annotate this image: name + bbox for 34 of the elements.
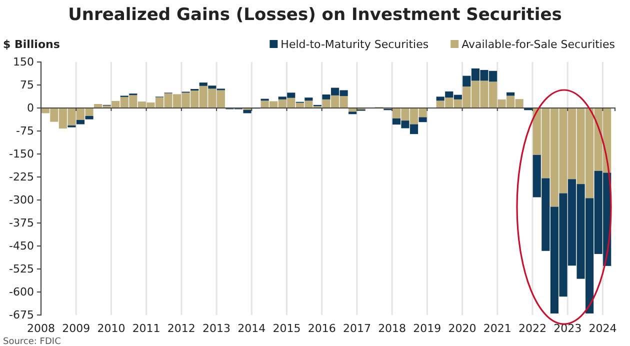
x-tick-label: 2013 bbox=[202, 322, 231, 335]
x-tick-label: 2023 bbox=[554, 322, 582, 335]
x-tick-label: 2024 bbox=[588, 322, 617, 335]
y-tick-label: -675 bbox=[9, 308, 34, 322]
x-tick-label: 2009 bbox=[62, 322, 90, 335]
y-tick-label: 75 bbox=[20, 78, 34, 92]
y-tick-label: -525 bbox=[9, 262, 34, 276]
y-tick-label: -375 bbox=[9, 216, 34, 230]
y-tick-label: 150 bbox=[13, 56, 34, 69]
x-tick-label: 2020 bbox=[448, 322, 476, 335]
legend-label: Available-for-Sale Securities bbox=[462, 38, 616, 51]
y-tick-label: 0 bbox=[27, 102, 34, 115]
source-note: Source: FDIC bbox=[3, 337, 61, 346]
y-tick-label: -600 bbox=[9, 286, 34, 299]
y-tick-label: -150 bbox=[9, 148, 34, 161]
x-tick-label: 2021 bbox=[483, 322, 512, 335]
x-tick-label: 2008 bbox=[27, 322, 55, 335]
x-tick-label: 2017 bbox=[342, 322, 371, 335]
legend-label: Held-to-Maturity Securities bbox=[280, 38, 429, 51]
x-tick-label: 2010 bbox=[97, 322, 126, 335]
x-tick-label: 2014 bbox=[238, 322, 266, 335]
y-tick-label: -225 bbox=[9, 170, 34, 184]
x-tick-label: 2018 bbox=[378, 322, 406, 335]
y-axis-title: $ Billions bbox=[3, 38, 60, 51]
x-tick-label: 2022 bbox=[518, 322, 546, 335]
x-tick-label: 2016 bbox=[308, 322, 336, 335]
y-tick-label: -75 bbox=[16, 124, 34, 138]
x-tick-label: 2015 bbox=[272, 322, 301, 335]
x-tick-label: 2011 bbox=[132, 322, 160, 335]
x-tick-label: 2012 bbox=[167, 322, 196, 335]
chart-title: Unrealized Gains (Losses) on Investment Securities bbox=[68, 5, 562, 25]
y-tick-label: -450 bbox=[9, 240, 34, 253]
x-tick-label: 2019 bbox=[413, 322, 442, 335]
y-tick-label: -300 bbox=[9, 194, 34, 207]
